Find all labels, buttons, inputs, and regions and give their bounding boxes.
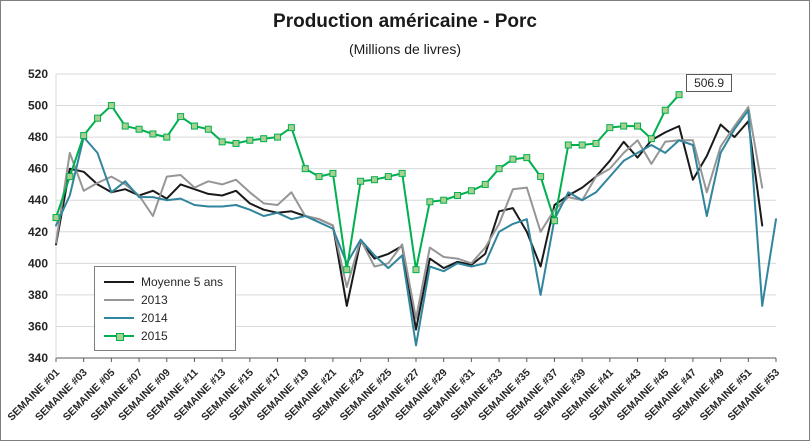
data-point-marker — [675, 91, 683, 99]
data-point-marker — [80, 132, 88, 140]
y-tick-label: 380 — [28, 288, 48, 302]
y-tick-label: 400 — [28, 256, 48, 270]
data-point-marker — [370, 176, 378, 184]
data-point-marker — [398, 169, 406, 177]
legend-line-sample — [104, 313, 134, 323]
legend-line-sample — [104, 295, 134, 305]
data-point-marker — [647, 135, 655, 143]
y-tick-label: 420 — [28, 225, 48, 239]
data-point-marker — [578, 141, 586, 149]
y-tick-label: 460 — [28, 162, 48, 176]
legend-line-marker-sample — [104, 331, 134, 341]
data-point-marker — [135, 125, 143, 133]
data-point-marker — [426, 198, 434, 206]
data-point-marker — [190, 122, 198, 130]
y-tick-label: 340 — [28, 351, 48, 365]
data-point-marker — [592, 139, 600, 147]
data-point-marker — [301, 165, 309, 173]
data-point-marker — [177, 113, 185, 121]
y-tick-label: 480 — [28, 130, 48, 144]
data-point-marker — [634, 122, 642, 130]
series-line-2015 — [55, 93, 681, 271]
data-point-marker — [343, 266, 351, 274]
data-point-marker — [287, 124, 295, 132]
data-point-marker — [550, 217, 558, 225]
data-point-marker — [274, 133, 282, 141]
data-point-marker — [218, 138, 226, 146]
legend-label: 2015 — [141, 328, 168, 343]
data-point-marker — [260, 135, 268, 143]
data-point-marker — [412, 266, 420, 274]
data-label-callout: 506.9 — [686, 73, 733, 92]
data-point-marker — [620, 122, 628, 130]
data-point-marker — [94, 114, 102, 122]
legend-label: 2013 — [141, 292, 168, 307]
data-point-marker — [149, 130, 157, 138]
data-point-marker — [232, 139, 240, 147]
data-point-marker — [509, 155, 517, 163]
series-line-2014 — [55, 109, 777, 347]
legend-item-2014: 2014 — [104, 310, 223, 325]
data-point-marker — [384, 173, 392, 181]
y-tick-label: 440 — [28, 193, 48, 207]
series-line-2013 — [55, 106, 764, 320]
data-point-marker — [606, 124, 614, 132]
data-point-marker — [163, 133, 171, 141]
chart-title: Production américaine - Porc — [273, 11, 537, 32]
data-point-marker — [495, 165, 503, 173]
y-tick-label: 360 — [28, 319, 48, 333]
data-point-marker — [204, 125, 212, 133]
data-point-marker — [66, 173, 74, 181]
data-point-marker — [357, 177, 365, 185]
y-tick-label: 520 — [28, 67, 48, 81]
legend: Moyenne 5 ans 2013 2014 2015 — [94, 266, 237, 351]
data-point-marker — [246, 136, 254, 144]
data-point-marker — [454, 191, 462, 199]
data-point-marker — [467, 187, 475, 195]
data-point-marker — [121, 122, 129, 130]
data-point-marker — [523, 154, 531, 162]
data-point-marker — [315, 173, 323, 181]
legend-line-sample — [104, 277, 134, 287]
data-point-marker — [481, 180, 489, 188]
legend-item-2013: 2013 — [104, 292, 223, 307]
data-point-marker — [329, 169, 337, 177]
legend-label: 2014 — [141, 310, 168, 325]
data-point-marker — [52, 214, 60, 222]
data-point-marker — [564, 141, 572, 149]
data-point-marker — [661, 106, 669, 114]
data-point-marker — [440, 196, 448, 204]
legend-item-2015: 2015 — [104, 328, 223, 343]
data-point-marker — [107, 102, 115, 110]
chart-subtitle: (Millions de livres) — [348, 41, 462, 57]
legend-label: Moyenne 5 ans — [141, 274, 224, 289]
legend-item-moyenne: Moyenne 5 ans — [104, 274, 223, 289]
data-point-marker — [537, 173, 545, 181]
y-tick-label: 500 — [28, 99, 48, 113]
